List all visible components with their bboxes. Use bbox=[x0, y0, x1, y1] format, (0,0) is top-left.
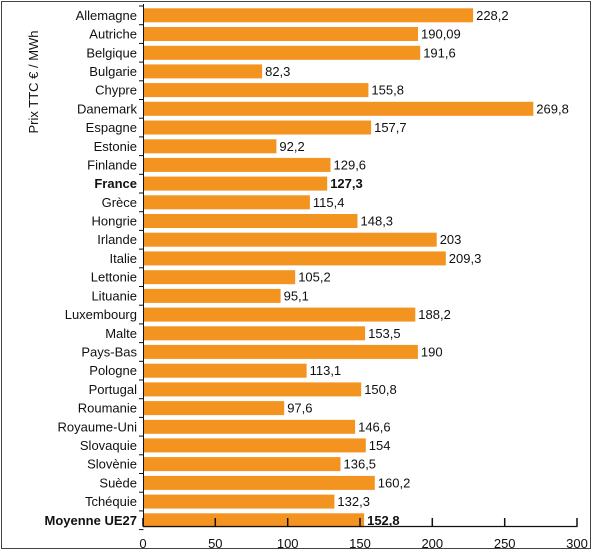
value-label: 269,8 bbox=[536, 101, 569, 116]
value-label: 148,3 bbox=[361, 214, 394, 229]
bar-slovènie bbox=[143, 457, 341, 472]
category-label: Pays-Bas bbox=[81, 344, 137, 359]
bar-tchéquie bbox=[143, 494, 335, 509]
value-label: 188,2 bbox=[418, 307, 451, 322]
category-label: Tchéquie bbox=[85, 494, 137, 509]
category-label: Luxembourg bbox=[65, 307, 137, 322]
category-label: Bulgarie bbox=[89, 64, 137, 79]
category-label: Finlande bbox=[87, 157, 137, 172]
value-label: 97,6 bbox=[287, 401, 312, 416]
value-label: 152,8 bbox=[367, 513, 400, 528]
bar-bulgarie bbox=[143, 64, 263, 79]
x-tick-label: 100 bbox=[277, 536, 299, 551]
bar-lituanie bbox=[143, 288, 281, 303]
bar-grèce bbox=[143, 195, 310, 210]
bar-chypre bbox=[143, 83, 369, 98]
x-tick-label: 200 bbox=[421, 536, 443, 551]
value-label: 127,3 bbox=[330, 176, 363, 191]
bar-suède bbox=[143, 475, 375, 490]
value-label: 136,5 bbox=[344, 457, 377, 472]
category-label: Portugal bbox=[89, 382, 138, 397]
bar-finlande bbox=[143, 157, 331, 172]
category-label: Belgique bbox=[86, 45, 137, 60]
bar-belgique bbox=[143, 45, 421, 60]
x-tick-label: 150 bbox=[349, 536, 371, 551]
category-label: Irlande bbox=[97, 232, 137, 247]
value-label: 157,7 bbox=[374, 120, 407, 135]
y-axis-label: Prix TTC € / MWh bbox=[26, 30, 41, 133]
category-label: Slovènie bbox=[87, 457, 137, 472]
x-tick-label: 250 bbox=[494, 536, 516, 551]
x-tick-label: 0 bbox=[139, 536, 146, 551]
category-label: Chypre bbox=[95, 83, 137, 98]
bar-allemagne bbox=[143, 8, 474, 23]
value-label: 82,3 bbox=[265, 64, 290, 79]
bar-espagne bbox=[143, 120, 372, 135]
category-label: Danemark bbox=[77, 101, 137, 116]
value-label: 190,09 bbox=[421, 27, 461, 42]
category-label: Pologne bbox=[89, 363, 137, 378]
value-label: 209,3 bbox=[449, 251, 482, 266]
category-label: Roumanie bbox=[78, 401, 137, 416]
category-label: France bbox=[94, 176, 137, 191]
bar-luxembourg bbox=[143, 307, 416, 322]
value-label: 115,4 bbox=[313, 195, 345, 210]
category-label: Moyenne UE27 bbox=[45, 513, 137, 528]
bar-hongrie bbox=[143, 214, 358, 228]
bar-portugal bbox=[143, 382, 362, 397]
bar-roumanie bbox=[143, 401, 285, 416]
category-label: Estonie bbox=[94, 139, 137, 154]
category-label: Royaume-Uni bbox=[58, 419, 138, 434]
category-label: Lettonie bbox=[91, 270, 137, 285]
x-tick-label: 50 bbox=[208, 536, 222, 551]
bar-irlande bbox=[143, 232, 437, 247]
value-label: 203 bbox=[440, 232, 462, 247]
x-tick-label: 300 bbox=[566, 536, 588, 551]
category-label: Hongrie bbox=[91, 214, 137, 229]
bar-italie bbox=[143, 251, 446, 266]
bar-pays-bas bbox=[143, 344, 418, 359]
category-label: Allemagne bbox=[76, 8, 137, 23]
value-label: 153,5 bbox=[368, 326, 401, 341]
value-label: 146,6 bbox=[358, 419, 391, 434]
value-label: 95,1 bbox=[284, 288, 309, 303]
bar-france bbox=[143, 176, 328, 191]
bar-autriche bbox=[143, 27, 418, 41]
category-label: Malte bbox=[105, 326, 137, 341]
bar-malte bbox=[143, 326, 366, 341]
bar-pologne bbox=[143, 363, 307, 378]
value-label: 129,6 bbox=[334, 157, 367, 172]
value-label: 132,3 bbox=[337, 494, 370, 509]
value-label: 191,6 bbox=[423, 45, 456, 60]
value-label: 92,2 bbox=[279, 139, 304, 154]
category-label: Autriche bbox=[89, 27, 137, 42]
value-label: 190 bbox=[421, 344, 443, 359]
value-label: 105,2 bbox=[298, 270, 331, 285]
bar-royaume-uni bbox=[143, 419, 356, 434]
bar-moyenne-ue27 bbox=[143, 513, 365, 528]
value-label: 155,8 bbox=[371, 83, 404, 98]
bar-danemark bbox=[143, 101, 534, 116]
category-label: Suède bbox=[99, 475, 137, 490]
category-label: Grèce bbox=[102, 195, 137, 210]
value-label: 113,1 bbox=[310, 363, 342, 378]
bar-estonie bbox=[143, 139, 277, 154]
category-label: Lituanie bbox=[91, 288, 137, 303]
category-label: Slovaquie bbox=[80, 438, 137, 453]
bar-lettonie bbox=[143, 270, 296, 285]
value-label: 228,2 bbox=[476, 8, 509, 23]
value-label: 150,8 bbox=[364, 382, 397, 397]
value-label: 154 bbox=[369, 438, 391, 453]
bar-slovaquie bbox=[143, 438, 366, 453]
category-label: Italie bbox=[110, 251, 137, 266]
category-label: Espagne bbox=[86, 120, 137, 135]
value-label: 160,2 bbox=[378, 475, 411, 490]
